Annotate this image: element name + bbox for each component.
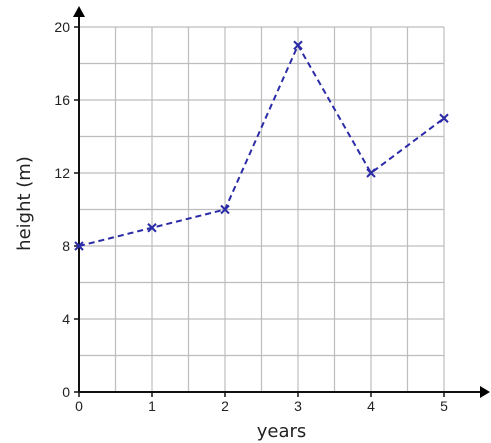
marker-stroke [220,204,230,215]
series [74,40,449,251]
x-tick-label: 3 [294,398,302,414]
grid [78,26,445,393]
x-tick-labels: 0 1 2 3 4 5 [75,392,448,414]
data-point-marker [74,241,84,251]
y-tick-label: 16 [54,92,70,108]
x-tick-label: 0 [75,398,83,414]
y-axis-arrow-icon [73,6,85,17]
x-axis-arrow-icon [480,386,490,398]
marker-stroke [74,241,84,251]
data-point-marker [366,168,376,178]
x-tick-label: 4 [367,398,375,414]
data-point-marker [220,204,230,215]
y-tick-labels: 0 4 8 12 16 20 [54,19,79,400]
y-tick-label: 4 [62,311,70,327]
y-tick-label: 8 [62,238,70,254]
x-tick-label: 5 [440,398,448,414]
y-tick-label: 20 [54,19,70,35]
y-axis-title: height (m) [14,156,35,251]
y-tick-label: 12 [54,165,70,181]
data-point-marker [147,223,157,233]
series-line [78,43,445,247]
data-point-marker [293,40,303,50]
data-point-marker [439,113,449,123]
x-tick-label: 2 [221,398,229,414]
x-tick-label: 1 [148,398,156,414]
marker-stroke [147,223,157,233]
y-tick-label: 0 [62,384,70,400]
x-axis-title: years [257,421,307,442]
axes [73,6,490,398]
marker-stroke [366,168,376,178]
marker-stroke [439,113,449,123]
marker-stroke [293,40,303,50]
